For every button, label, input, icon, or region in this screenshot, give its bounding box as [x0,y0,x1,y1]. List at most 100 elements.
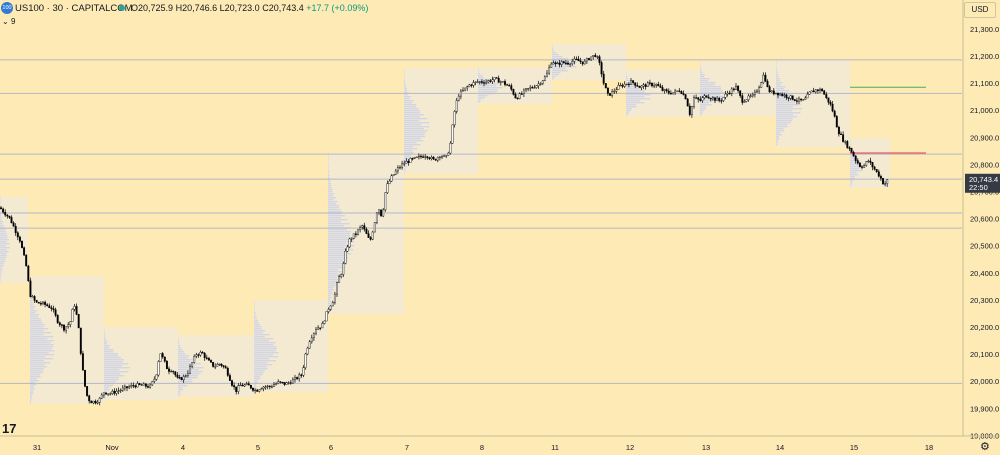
volume-profile-bar [552,60,569,62]
candle-body [770,90,773,93]
candle-body [367,233,370,238]
volume-profile-bar [104,347,110,349]
candle-body [760,82,763,88]
volume-profile-bar [404,92,409,94]
candle-body [102,392,105,396]
volume-profile-bar [30,320,42,322]
candle-body [298,374,301,380]
candle-body [693,97,695,107]
volume-profile-bar [328,155,329,157]
x-tick-label: 5 [256,443,260,452]
volume-profile-bar [404,116,421,118]
volume-profile-bar [0,251,9,253]
volume-profile-bar [104,351,114,353]
volume-profile-bar [30,372,43,374]
candle-body [252,388,254,391]
candle-body [50,307,53,309]
indicators-toggle[interactable]: ⌄ 9 [2,17,15,26]
candle-body [277,381,280,384]
x-tick-label: Nov [105,443,119,452]
volume-profile-bar [328,257,349,259]
volume-profile-bar [776,60,777,62]
candle-body [75,306,78,315]
volume-profile-bar [850,140,851,142]
volume-profile-bar [776,88,785,90]
candle-body [58,322,61,325]
volume-profile-bar [104,365,123,367]
volume-profile-bar [0,211,1,213]
volume-profile-bar [850,168,860,170]
currency-button[interactable]: USD [964,2,996,18]
y-tick-label: 20,300.0 [970,296,999,305]
candle-body [747,95,750,100]
volume-profile-bar [30,334,44,336]
candle-body [224,366,227,369]
volume-profile-bar [404,138,421,140]
candle-body [184,375,187,377]
candle-body [732,88,735,90]
candle-body [457,95,460,101]
volume-profile-bar [404,104,417,106]
volume-profile-bar [850,186,851,188]
volume-profile-bar [776,110,793,112]
volume-profile-bar [328,277,338,279]
volume-profile-bar [404,144,421,146]
candle-body [867,160,870,163]
volume-profile-bar [254,342,276,344]
candle-body [571,61,574,65]
candle-body [4,211,7,216]
volume-profile-bar [552,66,577,68]
volume-profile-bar [776,90,790,92]
candle-body [25,254,28,267]
tradingview-logo-icon: 17 [2,421,17,436]
candle-body [886,179,889,184]
volume-profile-bar [776,118,793,120]
volume-profile-bar [328,201,338,203]
volume-profile-bar [30,378,37,380]
volume-profile-bar [626,96,645,98]
candle-body [869,160,872,163]
volume-profile-bar [178,391,181,393]
y-tick-label: 19,900.0 [970,404,999,413]
volume-profile-bar [328,233,351,235]
candle-body [92,400,95,404]
volume-profile-bar [404,120,420,122]
settings-gear-icon[interactable]: ⚙ [980,441,990,453]
volume-profile-bar [552,44,553,46]
candle-body [751,94,754,97]
volume-profile-bar [0,281,1,283]
volume-profile-bar [104,345,111,347]
volume-profile-bar [104,369,120,371]
candle-body [176,374,179,378]
volume-profile-bar [776,116,797,118]
candle-body [510,85,513,90]
candle-body [798,98,800,102]
volume-profile-bar [328,225,344,227]
volume-profile-bar [404,100,414,102]
volume-profile-bar [328,203,337,205]
candle-body [762,74,765,83]
candle-body [846,141,849,148]
candle-body [873,166,876,170]
symbol-title[interactable]: US100 · 30 · CAPITALCOM [15,3,133,14]
volume-profile-bar [178,381,193,383]
volume-profile-bar [552,56,563,58]
candle-body [405,161,408,164]
candle-body [714,97,716,101]
candle-body [312,332,315,339]
candle-body [512,89,515,95]
candle-body [237,385,240,392]
volume-profile-bar [30,352,49,354]
candle-body [415,156,418,158]
candle-body [596,56,599,58]
volume-profile-bar [254,384,256,386]
volume-profile-bar [776,122,791,124]
candle-body [575,58,578,61]
candle-body [678,90,681,92]
candle-body [453,111,456,126]
candle-body [699,99,702,101]
volume-profile-bar [626,90,645,92]
candle-body [564,62,567,64]
